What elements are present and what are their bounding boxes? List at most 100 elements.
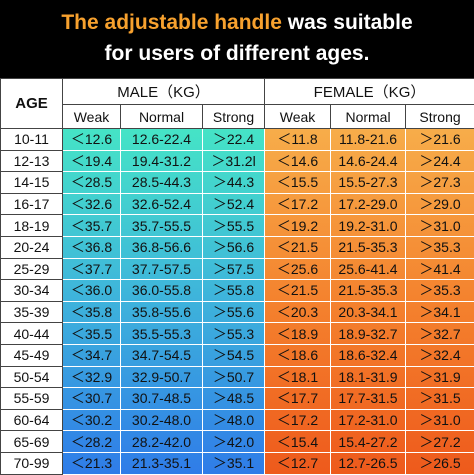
- age-cell: 50-54: [1, 366, 63, 388]
- value-cell: 35.7-55.5: [121, 215, 203, 237]
- value-cell: ＞27.3: [406, 172, 474, 194]
- value-cell: ＞55.8: [203, 280, 265, 302]
- value-cell: ＞31.0: [406, 409, 474, 431]
- value-cell: ＜21.3: [63, 452, 121, 474]
- value-cell: ＜18.6: [265, 344, 331, 366]
- value-cell: ＜18.9: [265, 323, 331, 345]
- value-cell: 15.5-27.3: [331, 172, 406, 194]
- value-cell: 19.4-31.2: [121, 150, 203, 172]
- value-cell: ＞54.5: [203, 344, 265, 366]
- value-cell: ＜34.7: [63, 344, 121, 366]
- subheader: Strong: [406, 105, 474, 129]
- value-cell: 18.6-32.4: [331, 344, 406, 366]
- value-cell: 21.3-35.1: [121, 452, 203, 474]
- value-cell: 32.9-50.7: [121, 366, 203, 388]
- age-cell: 65-69: [1, 431, 63, 453]
- value-cell: ＜30.2: [63, 409, 121, 431]
- value-cell: ＜20.3: [265, 301, 331, 323]
- value-cell: ＜15.4: [265, 431, 331, 453]
- value-cell: ＞22.4: [203, 129, 265, 151]
- value-cell: ＞56.6: [203, 236, 265, 258]
- value-cell: ＞27.2: [406, 431, 474, 453]
- value-cell: ＜30.7: [63, 388, 121, 410]
- value-cell: 32.6-52.4: [121, 193, 203, 215]
- age-cell: 12-13: [1, 150, 63, 172]
- value-cell: ＜19.2: [265, 215, 331, 237]
- value-cell: ＜14.6: [265, 150, 331, 172]
- value-cell: ＜21.5: [265, 236, 331, 258]
- title-highlight: The adjustable handle: [61, 11, 282, 34]
- value-cell: ＜37.7: [63, 258, 121, 280]
- value-cell: ＞50.7: [203, 366, 265, 388]
- value-cell: ＜17.2: [265, 409, 331, 431]
- value-cell: 21.5-35.3: [331, 236, 406, 258]
- group-row: AGE MALE（KG） FEMALE（KG）: [1, 79, 474, 105]
- value-cell: ＞48.5: [203, 388, 265, 410]
- value-cell: ＜18.1: [265, 366, 331, 388]
- value-cell: ＜36.8: [63, 236, 121, 258]
- value-cell: ＞34.1: [406, 301, 474, 323]
- value-cell: ＞35.3: [406, 236, 474, 258]
- subheader: Strong: [203, 105, 265, 129]
- value-cell: ＞57.5: [203, 258, 265, 280]
- group-header: MALE（KG）: [63, 79, 265, 105]
- subheader: Normal: [121, 105, 203, 129]
- age-cell: 18-19: [1, 215, 63, 237]
- value-cell: ＞26.5: [406, 452, 474, 474]
- age-cell: 45-49: [1, 344, 63, 366]
- value-cell: 14.6-24.4: [331, 150, 406, 172]
- value-cell: 36.0-55.8: [121, 280, 203, 302]
- value-cell: ＞31.5: [406, 388, 474, 410]
- age-cell: 25-29: [1, 258, 63, 280]
- value-cell: ＜17.2: [265, 193, 331, 215]
- age-cell: 35-39: [1, 301, 63, 323]
- age-header: AGE: [1, 79, 63, 129]
- value-cell: ＜35.5: [63, 323, 121, 345]
- value-cell: ＞35.3: [406, 280, 474, 302]
- value-cell: 18.9-32.7: [331, 323, 406, 345]
- value-cell: ＜28.2: [63, 431, 121, 453]
- value-cell: ＞48.0: [203, 409, 265, 431]
- value-cell: ＞32.4: [406, 344, 474, 366]
- subheader: Weak: [265, 105, 331, 129]
- value-cell: ＜28.5: [63, 172, 121, 194]
- value-cell: 37.7-57.5: [121, 258, 203, 280]
- value-cell: 15.4-27.2: [331, 431, 406, 453]
- value-cell: ＞44.3: [203, 172, 265, 194]
- group-header: FEMALE（KG）: [265, 79, 474, 105]
- value-cell: ＜17.7: [265, 388, 331, 410]
- value-cell: 35.5-55.3: [121, 323, 203, 345]
- value-cell: 19.2-31.0: [331, 215, 406, 237]
- value-cell: 36.8-56.6: [121, 236, 203, 258]
- age-cell: 70-99: [1, 452, 63, 474]
- value-cell: ＜15.5: [265, 172, 331, 194]
- age-cell: 14-15: [1, 172, 63, 194]
- value-cell: 34.7-54.5: [121, 344, 203, 366]
- value-cell: ＞41.4: [406, 258, 474, 280]
- value-cell: ＞21.6: [406, 129, 474, 151]
- value-cell: 21.5-35.3: [331, 280, 406, 302]
- value-cell: ＜35.8: [63, 301, 121, 323]
- value-cell: 17.2-31.0: [331, 409, 406, 431]
- value-cell: ＞55.3: [203, 323, 265, 345]
- age-cell: 30-34: [1, 280, 63, 302]
- value-cell: ＜32.6: [63, 193, 121, 215]
- value-cell: ＜35.7: [63, 215, 121, 237]
- value-cell: 17.7-31.5: [331, 388, 406, 410]
